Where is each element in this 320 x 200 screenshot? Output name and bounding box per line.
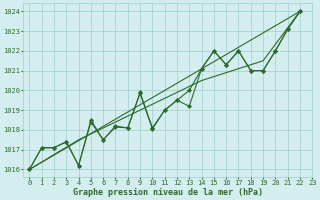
X-axis label: Graphe pression niveau de la mer (hPa): Graphe pression niveau de la mer (hPa) xyxy=(73,188,263,197)
